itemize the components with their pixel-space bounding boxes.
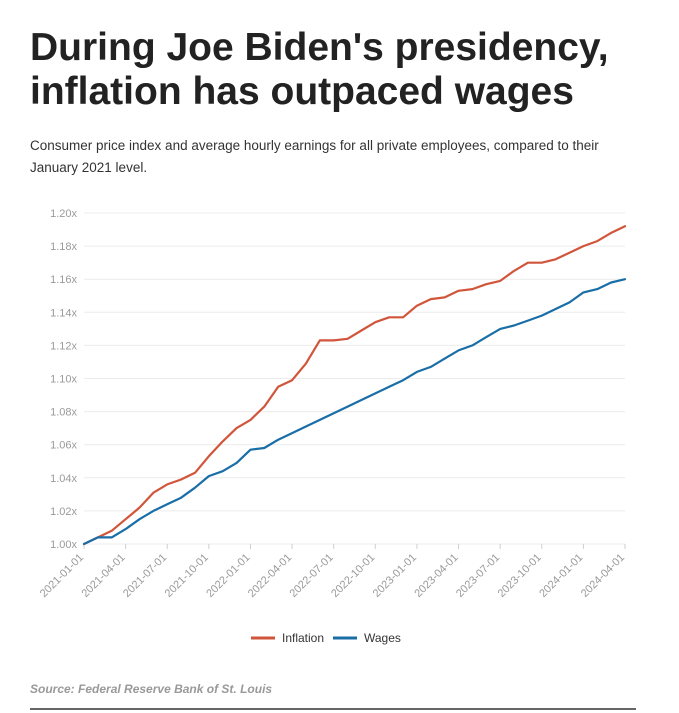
series-line-wages: [82, 278, 627, 546]
y-tick-label: 1.16x: [50, 274, 77, 286]
y-tick-label: 1.00x: [50, 539, 77, 551]
x-tick-label: 2022-07-01: [288, 552, 336, 600]
x-tick-label: 2023-10-01: [496, 552, 544, 600]
y-tick-label: 1.14x: [50, 307, 77, 319]
x-tick-label: 2023-04-01: [412, 552, 460, 600]
legend-label-wages: Wages: [364, 631, 401, 645]
x-tick-label: 2023-01-01: [371, 552, 419, 600]
x-tick-label: 2024-01-01: [537, 552, 585, 600]
x-tick-label: 2022-10-01: [329, 552, 377, 600]
x-tick-label: 2021-04-01: [79, 552, 127, 600]
x-tick-label: 2022-04-01: [246, 552, 294, 600]
x-tick-label: 2021-01-01: [38, 552, 86, 600]
legend-label-inflation: Inflation: [282, 631, 324, 645]
chart-title: During Joe Biden's presidency, inflation…: [30, 26, 660, 114]
y-axis-ticks: 1.00x 1.02x 1.04x 1.06x 1.08x 1.10x 1.12x 1.14x…: [50, 208, 77, 551]
y-tick-label: 1.04x: [50, 473, 77, 485]
chart-subtitle: Consumer price index and average hourly …: [30, 138, 599, 175]
y-tick-label: 1.02x: [50, 506, 77, 518]
gridlines: [84, 212, 625, 545]
legend: Inflation Wages: [251, 631, 401, 645]
x-axis-ticks: 2021-01-012021-04-012021-07-012021-10-01…: [38, 544, 627, 600]
y-tick-label: 1.10x: [50, 374, 77, 386]
y-tick-label: 1.20x: [50, 208, 77, 220]
x-tick-label: 2023-07-01: [454, 552, 502, 600]
y-tick-label: 1.06x: [50, 440, 77, 452]
y-tick-label: 1.18x: [50, 241, 77, 253]
y-tick-label: 1.08x: [50, 407, 77, 419]
x-tick-label: 2022-01-01: [204, 552, 252, 600]
title-line-2: inflation has outpaced wages: [30, 70, 574, 113]
line-chart: 1.00x 1.02x 1.04x 1.06x 1.08x 1.10x 1.12x 1.14x…: [38, 208, 627, 645]
x-tick-label: 2024-04-01: [579, 552, 627, 600]
y-tick-label: 1.12x: [50, 340, 77, 352]
series-lines: [82, 225, 627, 546]
source-note: Source: Federal Reserve Bank of St. Loui…: [30, 682, 273, 696]
title-line-1: During Joe Biden's presidency,: [30, 26, 609, 69]
x-tick-label: 2021-07-01: [121, 552, 169, 600]
series-line-inflation: [82, 225, 627, 546]
footer-rule: [30, 708, 636, 710]
x-tick-label: 2021-10-01: [163, 552, 211, 600]
